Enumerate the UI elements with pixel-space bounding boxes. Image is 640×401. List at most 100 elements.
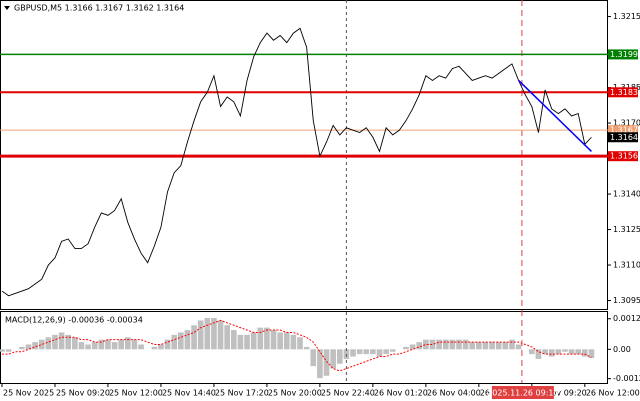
histogram-bar [277,332,283,350]
y-tick-label: 1.3140 [613,190,640,199]
x-tick-label: 26 Nov 09:20 [533,389,587,398]
histogram-bar [403,346,409,350]
histogram-bar [171,334,178,350]
x-tick-label: 25 Nov 12:00 [109,389,163,398]
x-tick-label: 25 Nov 17:20 [215,389,269,398]
histogram-bar [489,342,495,350]
ask-label-bg [608,125,638,136]
histogram-bar [449,339,456,350]
histogram-bar [264,327,270,350]
histogram-bar [45,337,52,350]
histogram-bar [469,342,476,350]
macd-title: MACD(12,26,9) -0.00036 -0.00034 [5,316,143,325]
histogram-bar [250,332,257,350]
histogram-bar [383,349,389,355]
histogram-bar [476,342,482,350]
x-tick-label: 25 Nov 2025 [3,389,54,398]
histogram-bar [290,334,297,350]
crosshair-label-bg [491,386,554,399]
histogram-bar [336,349,343,364]
x-tick-label: 26 Nov 12:00 [586,389,640,398]
histogram-bar [330,349,336,369]
histogram-bar [323,349,330,376]
x-tick-label: 25 Nov 22:40 [321,389,375,398]
histogram-bar [568,349,575,355]
y-tick-label: 1.3215 [613,12,640,21]
histogram-bar [111,342,118,350]
histogram-bar [509,339,515,350]
histogram-bar [52,334,58,350]
histogram-bar [0,349,5,352]
histogram-bar [297,337,303,350]
histogram-bar [72,337,78,350]
level-label-bg [608,49,638,60]
histogram-bar [356,349,363,355]
histogram-bar [125,337,131,350]
histogram-bar [78,342,85,350]
y-tick-label: 1.3125 [613,225,640,234]
y-tick-label: 1.3170 [613,119,640,128]
last-price-label: 1.3164 [610,133,638,142]
histogram-bar [131,339,138,350]
histogram-bar [370,349,376,355]
histogram-bar [105,339,111,350]
histogram-bar [158,344,164,350]
histogram-bar [283,332,290,350]
trend-line [518,79,592,152]
histogram-bar [184,330,191,350]
x-tick-label: 25 Nov 20:00 [268,389,322,398]
histogram-bar [350,349,356,357]
histogram-bar [548,349,555,357]
chart-title: GBPUSD,M5 1.3166 1.3167 1.3162 1.3164 [14,4,184,13]
histogram-bar [310,349,317,367]
histogram-bar [257,327,264,350]
histogram-bar [429,339,436,350]
histogram-bar [436,339,442,350]
y-tick-label: 1.3095 [613,296,640,305]
x-tick-label: 25 Nov 09:20 [56,389,110,398]
y-tick-label: 0.00127 [613,314,640,323]
x-tick-label: 26 Nov 04:00 [427,389,481,398]
histogram-bar [211,318,217,350]
histogram-bar [363,349,370,355]
histogram-bar [91,342,98,350]
histogram-bar [25,344,32,350]
histogram-bar [442,339,449,350]
histogram-bar [555,349,562,355]
histogram-bar [317,349,323,379]
histogram-bar [177,332,184,350]
histogram-bar [588,349,595,358]
x-tick-label: 26 Nov 01:20 [374,389,428,398]
level-label: 1.3183 [610,88,638,97]
histogram-bar [456,339,462,350]
histogram-bar [58,332,65,350]
price-line [1,27,592,297]
histogram-bar [85,344,91,350]
histogram-bar [38,339,45,350]
y-tick-label: -0.00122 [613,374,640,383]
histogram-bar [118,339,125,350]
histogram-bar [582,349,588,357]
last-price-label-bg [608,132,638,143]
histogram-bar [19,346,25,350]
level-label: 1.3199 [610,50,638,59]
histogram-bar [389,349,396,352]
histogram-bar [409,344,416,350]
ask-label: 1.3167 [610,126,638,135]
menu-icon[interactable] [4,6,10,10]
histogram-bar [204,318,211,350]
histogram-bar [98,339,105,350]
histogram-bar [416,342,423,350]
histogram-bar [244,334,250,350]
histogram-bar [575,349,582,355]
crosshair-label: 2025.11.26 09:10 [487,389,558,398]
histogram-bar [423,339,429,350]
histogram-bar [138,344,144,350]
level-label-bg [608,151,638,162]
histogram-bar [502,342,509,350]
histogram-bar [217,320,224,350]
histogram-bar [270,330,277,350]
histogram-bar [164,339,171,350]
histogram-bar [529,349,535,355]
